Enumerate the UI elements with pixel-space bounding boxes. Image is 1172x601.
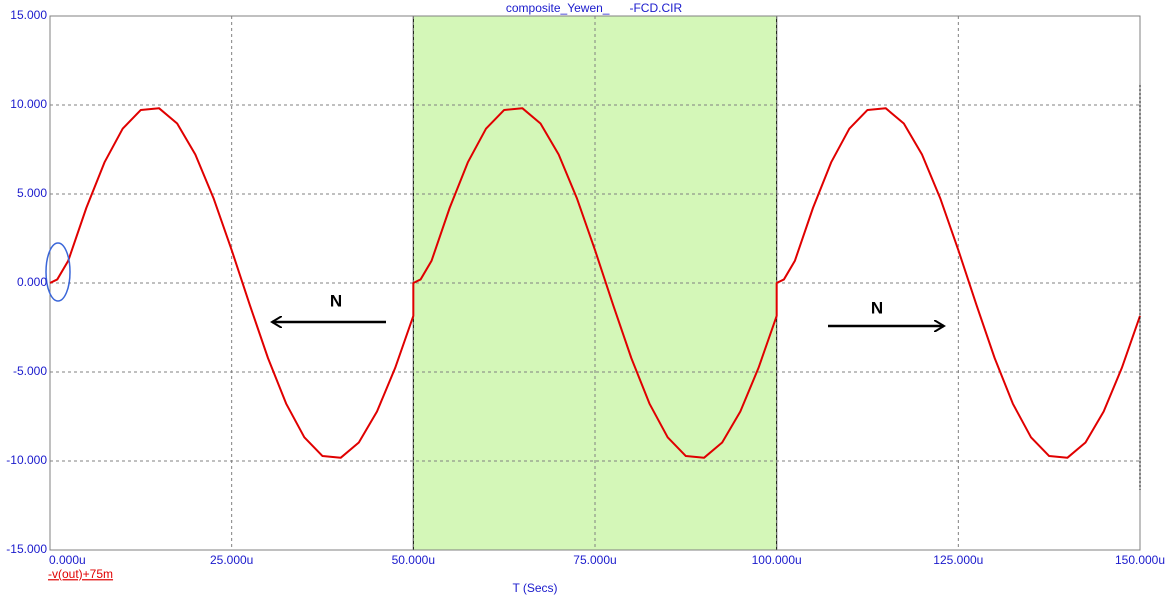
annotation: N [871, 298, 883, 317]
x-tick-label: 50.000u [392, 553, 435, 567]
legend-entry: -v(out)+75m [48, 567, 113, 581]
highlight-circle [45, 242, 71, 302]
x-axis-label: T (Secs) [512, 581, 557, 595]
series-line [49, 107, 1141, 459]
chart-title: composite_Yewen_ -FCD.CIR [506, 1, 683, 15]
x-tick-label: 0.000u [49, 553, 86, 567]
x-tick-label: 25.000u [210, 553, 253, 567]
y-tick-label: 0.000 [17, 275, 47, 289]
y-tick-label: 10.000 [10, 97, 47, 111]
y-tick-label: -10.000 [6, 453, 47, 467]
y-tick-label: -5.000 [13, 364, 47, 378]
y-tick-label: 15.000 [10, 8, 47, 22]
y-tick-label: 5.000 [17, 186, 47, 200]
x-tick-label: 100.000u [752, 553, 802, 567]
plot [49, 107, 1141, 459]
x-tick-label: 125.000u [933, 553, 983, 567]
x-tick-label: 150.000u [1115, 553, 1165, 567]
y-tick-label: -15.000 [6, 542, 47, 556]
x-tick-label: 75.000u [573, 553, 616, 567]
annotation: N [330, 291, 342, 310]
